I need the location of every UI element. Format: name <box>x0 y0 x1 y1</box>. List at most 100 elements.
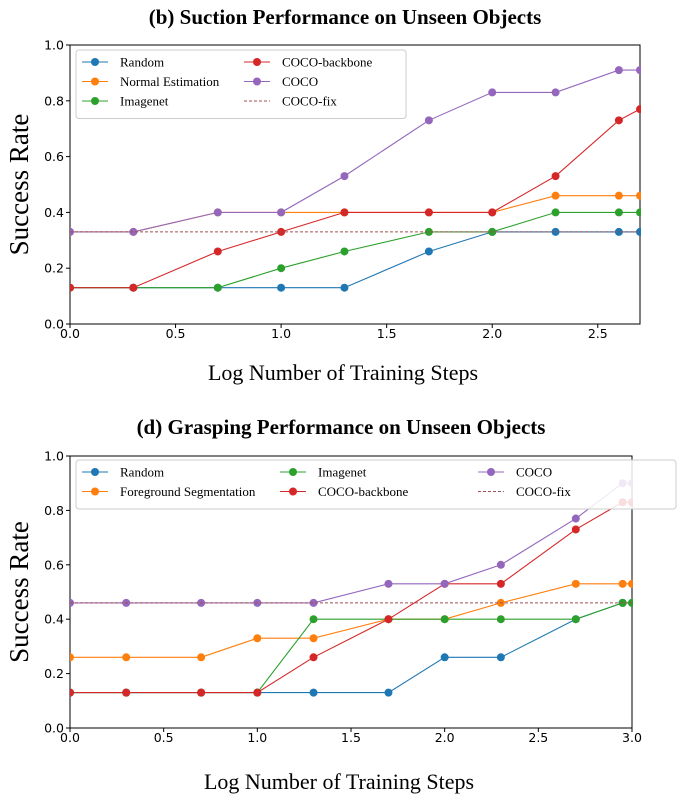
data-point <box>277 283 286 292</box>
series-line <box>70 501 632 694</box>
data-point <box>496 560 505 569</box>
series-line <box>70 602 632 694</box>
series-random <box>70 227 641 292</box>
x-axis-label: Log Number of Training Steps <box>208 360 478 385</box>
chart-title: (d) Grasping Performance on Unseen Objec… <box>137 415 546 439</box>
legend-item: Foreground Segmentation <box>82 484 256 499</box>
legend-marker <box>91 468 99 476</box>
data-point <box>277 208 286 217</box>
x-tick-label: 1.5 <box>377 326 397 341</box>
legend-label: Foreground Segmentation <box>120 484 256 499</box>
x-tick-label: 2.5 <box>588 326 608 341</box>
legend-label: COCO <box>282 74 318 89</box>
data-point <box>636 191 641 200</box>
legend-item: COCO-backbone <box>244 55 372 70</box>
plot-area <box>70 479 633 697</box>
series-line <box>70 583 632 658</box>
y-tick-label: 0.8 <box>44 503 64 518</box>
chart-title: (b) Suction Performance on Unseen Object… <box>149 5 542 29</box>
legend-item: COCO-fix <box>478 484 571 499</box>
y-tick-label: 0.0 <box>44 317 64 332</box>
data-point <box>618 579 627 588</box>
data-point <box>384 615 393 624</box>
legend: Random Normal Estimation Imagenet COCO-back… <box>75 49 407 119</box>
chart-grasping: (d) Grasping Performance on Unseen Objec… <box>4 415 677 794</box>
data-point <box>488 208 497 217</box>
data-point <box>253 634 262 643</box>
legend-item: Imagenet <box>82 94 169 109</box>
data-point <box>440 579 449 588</box>
data-point <box>614 191 623 200</box>
legend-label: Normal Estimation <box>120 74 220 89</box>
data-point <box>636 227 641 236</box>
series-coco-backbone <box>70 105 641 292</box>
data-point <box>614 66 623 75</box>
legend-item: COCO-backbone <box>280 484 408 499</box>
legend-marker <box>487 468 495 476</box>
data-point <box>614 227 623 236</box>
y-tick-label: 1.0 <box>44 38 64 53</box>
data-point <box>424 116 433 125</box>
y-tick-label: 0.0 <box>44 721 64 736</box>
y-tick-label: 0.8 <box>44 93 64 108</box>
data-point <box>253 688 262 697</box>
series-foreground-segmentation <box>70 579 633 662</box>
series-line <box>70 602 632 694</box>
data-point <box>628 579 633 588</box>
data-point <box>309 653 318 662</box>
data-point <box>309 598 318 607</box>
legend-item: Random <box>82 55 164 70</box>
series-line <box>70 69 640 233</box>
series-coco <box>70 66 641 236</box>
legend-item: COCO-fix <box>244 94 337 109</box>
data-point <box>213 208 222 217</box>
x-tick-label: 0.5 <box>166 326 186 341</box>
data-point <box>340 208 349 217</box>
data-point <box>129 283 138 292</box>
legend: Random Foreground Segmentation Imagenet COC… <box>75 459 677 510</box>
legend-marker <box>253 58 261 66</box>
plot-frame <box>69 44 641 325</box>
y-tick-label: 0.2 <box>44 261 64 276</box>
data-point <box>488 88 497 97</box>
x-tick-label: 1.0 <box>271 326 291 341</box>
legend-label: COCO-backbone <box>318 484 408 499</box>
legend-item: COCO <box>244 74 318 89</box>
data-point <box>551 191 560 200</box>
legend-label: COCO <box>516 465 552 480</box>
legend-item: Normal Estimation <box>82 74 220 89</box>
data-point <box>129 227 138 236</box>
series-line <box>70 231 640 289</box>
data-point <box>340 247 349 256</box>
data-point <box>122 688 131 697</box>
data-point <box>636 105 641 114</box>
y-tick-label: 1.0 <box>44 449 64 464</box>
data-point <box>277 264 286 273</box>
legend-label: COCO-fix <box>282 94 337 109</box>
legend-label: Imagenet <box>120 94 169 109</box>
series-imagenet <box>70 598 633 697</box>
data-point <box>571 579 580 588</box>
y-tick-label: 0.2 <box>44 666 64 681</box>
data-point <box>496 653 505 662</box>
series-coco-backbone <box>70 498 633 697</box>
data-point <box>424 227 433 236</box>
data-point <box>636 66 641 75</box>
data-point <box>551 88 560 97</box>
data-point <box>551 172 560 181</box>
legend-marker <box>253 77 261 86</box>
data-point <box>70 653 74 662</box>
legend-item: COCO <box>478 465 552 480</box>
legend-label: Random <box>120 465 164 480</box>
data-point <box>197 688 206 697</box>
data-point <box>636 208 641 217</box>
x-tick-label: 0.0 <box>60 730 80 745</box>
data-point <box>571 525 580 534</box>
data-point <box>122 653 131 662</box>
legend-box <box>75 459 677 510</box>
data-point <box>309 634 318 643</box>
legend-marker <box>91 58 99 66</box>
data-point <box>424 208 433 217</box>
legend-label: COCO-backbone <box>282 55 372 70</box>
